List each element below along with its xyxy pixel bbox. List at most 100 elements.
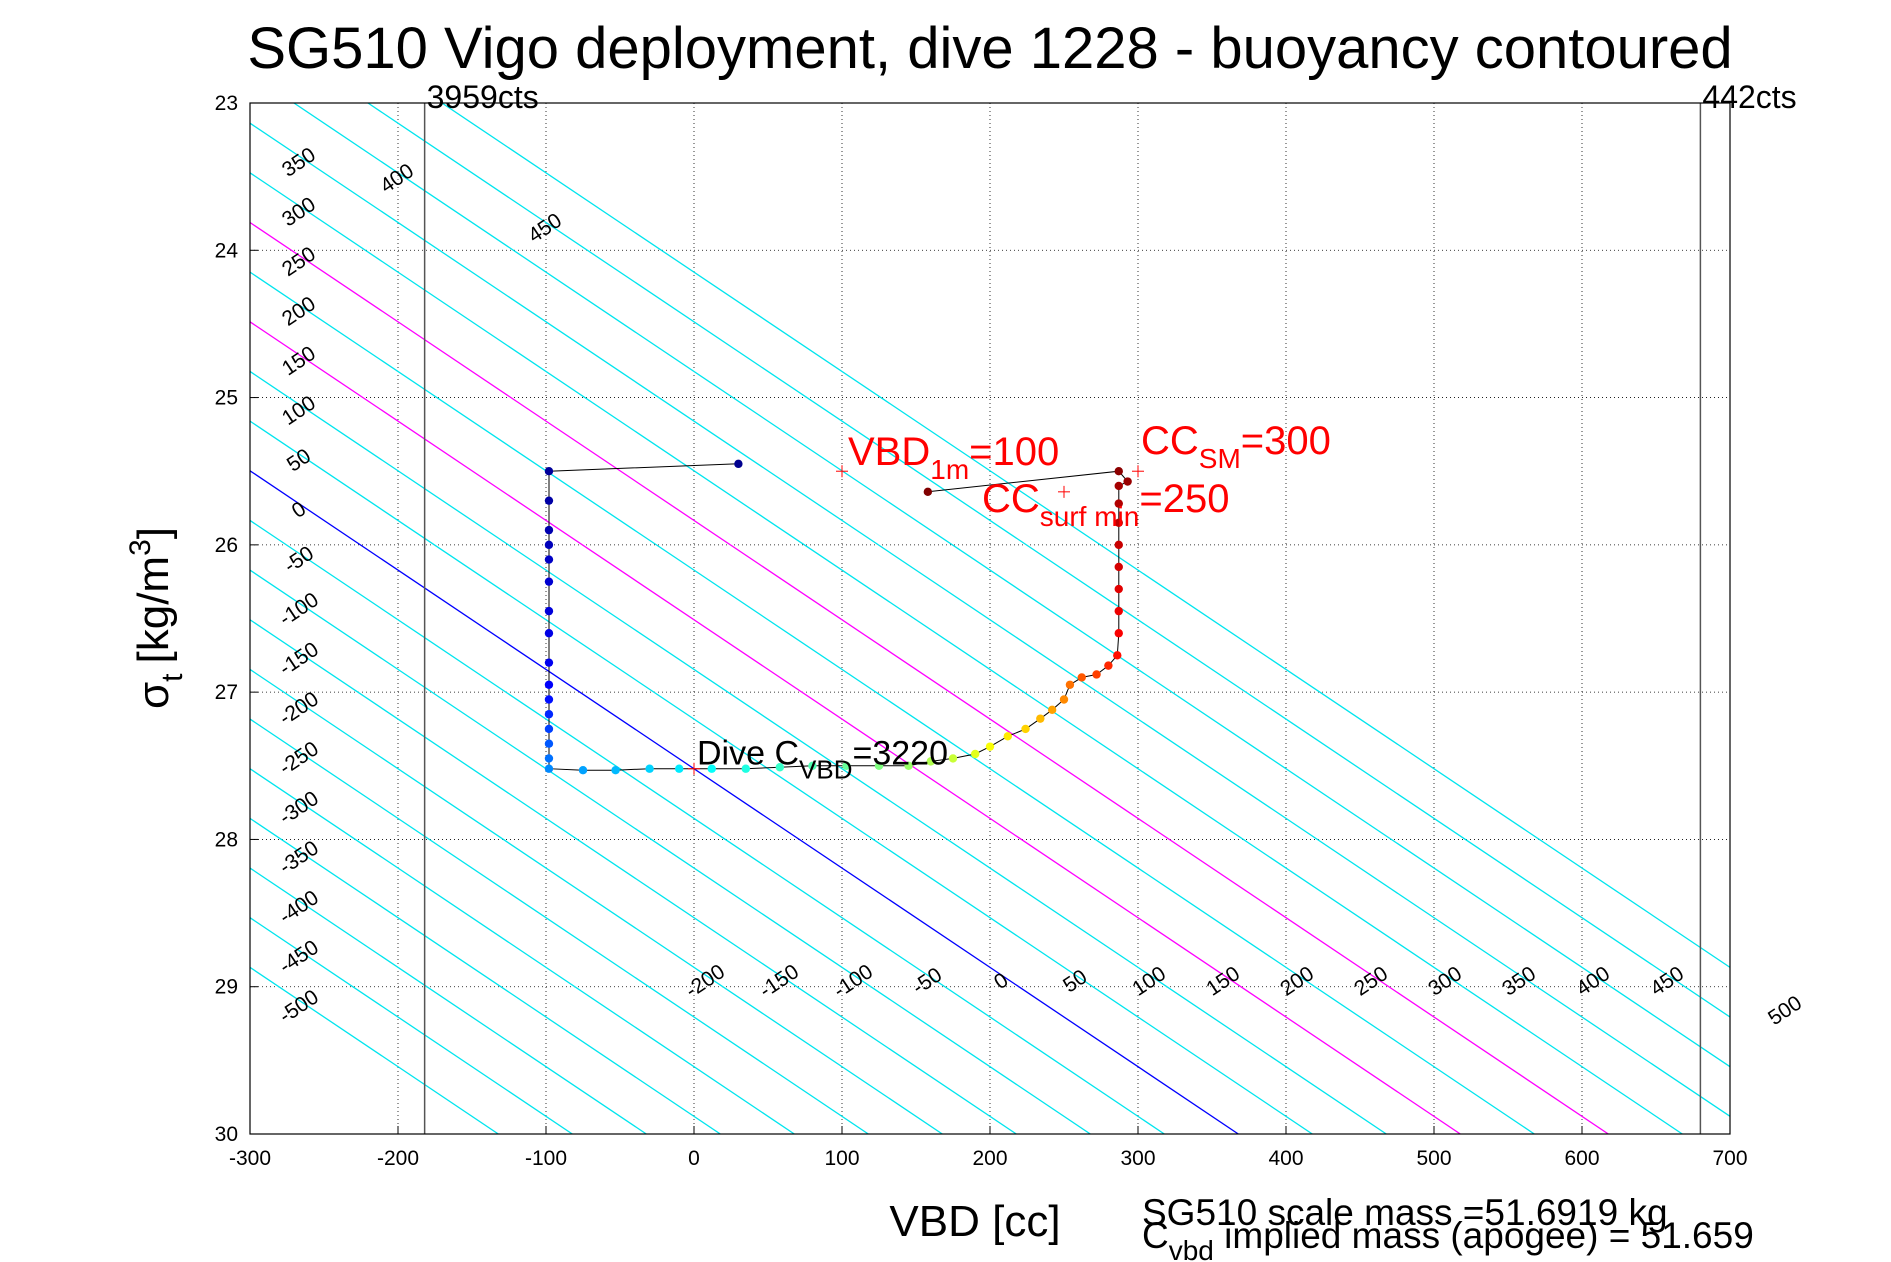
y-tick-label: 27: [215, 681, 238, 704]
buoyancy-contour-line: [250, 767, 795, 1134]
x-tick-label: 200: [972, 1147, 1007, 1170]
implied-mass-main: C: [1142, 1215, 1169, 1256]
buoyancy-contour-line: [250, 916, 573, 1134]
y-axis-label-unit: [kg/m: [129, 556, 178, 664]
trajectory-point: [1003, 732, 1012, 741]
annotation-sub: SM: [1199, 443, 1241, 474]
dive-trajectory: [544, 459, 1132, 775]
buoyancy-contour-line: [250, 122, 1730, 1118]
y-tick-label: 24: [215, 239, 239, 262]
trajectory-point: [1114, 606, 1123, 616]
trajectory-point: [1113, 651, 1122, 660]
y-axis-label-main: σ: [129, 682, 178, 709]
trajectory-point: [1114, 467, 1123, 476]
buoyancy-contour-line: [250, 420, 1313, 1134]
trajectory-point: [1114, 562, 1123, 572]
annotation-text: VBD1m=100: [848, 430, 1059, 485]
annotation-main: CC: [982, 477, 1040, 521]
trajectory-point: [1114, 584, 1123, 594]
x-axis-label: VBD [cc]: [889, 1197, 1060, 1246]
trajectory-point: [775, 763, 785, 772]
x-tick-label: 100: [824, 1147, 859, 1170]
trajectory-point: [645, 764, 654, 773]
chart-title: SG510 Vigo deployment, dive 1228 - buoya…: [247, 16, 1732, 81]
annotation-value: =250: [1139, 477, 1229, 521]
trajectory-point: [544, 540, 554, 550]
x-tick-label: -100: [525, 1147, 567, 1170]
y-tick-label: 30: [215, 1123, 238, 1146]
trajectory-point: [544, 754, 554, 763]
annotation-text: CCsurf min=250: [982, 477, 1229, 532]
trajectory-point: [948, 754, 958, 763]
axis-ticks: -300 -200 -100 0 100 200 300 400 500 600 700 23 24 25…: [215, 92, 1748, 1170]
x-tick-label: 0: [688, 1147, 700, 1170]
trajectory-point: [544, 577, 554, 586]
buoyancy-contour-line: [250, 668, 943, 1134]
vbd-limit-label: 3959cts: [427, 79, 539, 115]
buoyancy-contour-line: [250, 867, 647, 1134]
y-tick-label: 23: [215, 92, 238, 115]
buoyancy-contours: [250, 103, 1730, 1134]
trajectory-point: [741, 764, 750, 773]
trajectory-point: [1021, 724, 1030, 734]
trajectory-point: [1036, 714, 1045, 723]
annotation-main: CC: [1141, 419, 1199, 463]
trajectory-point: [1114, 518, 1123, 527]
annotation-sub: 1m: [930, 454, 969, 485]
vbd-limits: 3959cts 442cts: [423, 79, 1797, 1134]
trajectory-point: [544, 525, 554, 535]
annotation-text: Dive CVBD=3220: [697, 735, 948, 785]
trajectory-point: [904, 761, 913, 770]
trajectory-point: [544, 680, 554, 689]
annotation-main: Dive C: [697, 735, 799, 773]
trajectory-point: [1065, 680, 1075, 689]
trajectory-point: [611, 766, 620, 775]
trajectory-point: [578, 766, 588, 775]
scale-mass-note: SG510 scale mass =51.6919 kg: [1142, 1192, 1668, 1233]
x-tick-label: -200: [377, 1147, 419, 1170]
buoyancy-contour-line: [441, 103, 1730, 969]
annotation-text: CCSM=300: [1141, 419, 1331, 474]
x-tick-label: 300: [1120, 1147, 1155, 1170]
implied-mass-note: Cvbd implied mass (apogee) = 51.659: [1142, 1215, 1754, 1262]
buoyancy-contour-line: [250, 321, 1461, 1134]
buoyancy-contour-line: [367, 103, 1730, 1018]
vbd-limit-label: 442cts: [1702, 79, 1796, 115]
trajectory-point: [544, 739, 554, 748]
trajectory-point: [544, 764, 554, 773]
trajectory-point: [971, 749, 980, 759]
trajectory-point: [544, 606, 554, 616]
x-tick-label: 500: [1416, 1147, 1451, 1170]
trajectory-point: [675, 764, 684, 773]
y-axis-label-sub: t: [156, 673, 189, 682]
trajectory-point: [1114, 481, 1123, 491]
svg-text:σt[kg/m3]: σt [kg/m3]: [124, 527, 189, 709]
trajectory-point: [842, 761, 851, 770]
plot-area: [250, 103, 1730, 1134]
trajectory-point: [926, 757, 935, 766]
buoyancy-contour-line: [250, 817, 721, 1134]
buoyancy-contour-line: [293, 103, 1730, 1068]
y-axis-label: σt [kg/m3]: [124, 527, 189, 709]
x-tick-label: -300: [229, 1147, 271, 1170]
trajectory-point: [544, 496, 554, 505]
trajectory-point: [1059, 695, 1069, 704]
trajectory-point: [544, 710, 554, 719]
contour-label: 500: [1764, 991, 1806, 1030]
buoyancy-contour-line: [250, 618, 1017, 1134]
trajectory-point: [1114, 499, 1123, 508]
buoyancy-contour-line: [250, 221, 1609, 1134]
y-tick-label: 29: [215, 976, 238, 999]
trajectory-point: [1047, 705, 1057, 715]
annotation-value: =100: [969, 430, 1059, 474]
annotation-value: =300: [1241, 419, 1331, 463]
buoyancy-contour-line: [250, 569, 1091, 1134]
buoyancy-contour-line: [250, 271, 1535, 1134]
trajectory-point: [544, 629, 554, 638]
buoyancy-contour-line: [250, 172, 1683, 1134]
trajectory-point: [544, 658, 554, 667]
y-axis-label-close: ]: [129, 527, 178, 539]
trajectory-point: [1114, 629, 1123, 638]
